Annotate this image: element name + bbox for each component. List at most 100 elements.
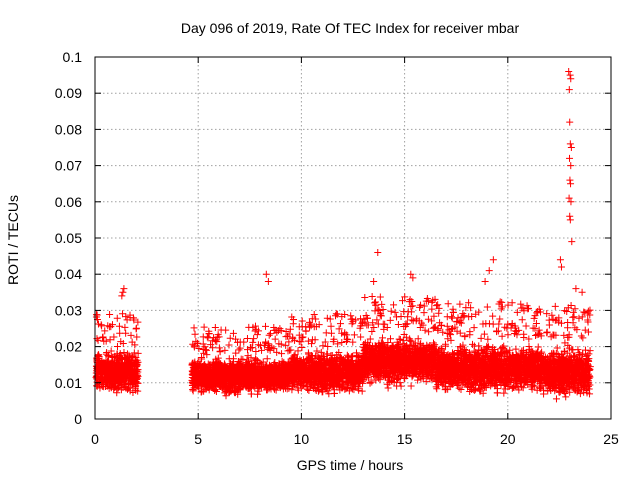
data-point [92, 373, 100, 381]
data-point [270, 323, 278, 331]
data-point [407, 308, 415, 316]
data-point [96, 368, 104, 376]
data-point [243, 356, 251, 364]
data-point [106, 311, 114, 319]
data-point [376, 293, 384, 301]
data-point [106, 336, 114, 344]
data-point [226, 334, 234, 342]
data-point [336, 320, 344, 328]
data-point [289, 333, 297, 341]
data-point [229, 329, 237, 337]
data-point [378, 300, 386, 308]
data-point [127, 365, 135, 373]
data-point [273, 328, 281, 336]
data-point [118, 354, 126, 362]
data-point [117, 378, 125, 386]
data-point [397, 382, 405, 390]
data-point [107, 359, 115, 367]
data-point [201, 343, 209, 351]
data-point [192, 337, 200, 345]
data-point [262, 322, 270, 330]
data-point [361, 294, 369, 302]
data-point [107, 347, 115, 355]
data-point [368, 327, 376, 335]
data-point [115, 322, 123, 330]
data-point [221, 389, 229, 397]
data-point [263, 355, 271, 363]
data-point [390, 301, 398, 309]
data-point [483, 303, 491, 311]
data-point [350, 331, 358, 339]
data-point [404, 313, 412, 321]
data-point [112, 366, 120, 374]
data-point [134, 318, 142, 326]
data-point [407, 382, 415, 390]
data-point [104, 358, 112, 366]
data-point [128, 338, 136, 346]
data-point [133, 333, 141, 341]
data-point [102, 337, 110, 345]
data-point [366, 379, 374, 387]
data-point [247, 390, 255, 398]
data-point [252, 356, 260, 364]
data-point [484, 335, 492, 343]
data-point [127, 331, 135, 339]
data-points [92, 67, 594, 403]
data-point [104, 322, 112, 330]
data-point [278, 350, 286, 358]
data-point [468, 340, 476, 348]
data-point [113, 350, 121, 358]
data-point [287, 346, 295, 354]
data-point [124, 385, 132, 393]
data-point [245, 323, 253, 331]
data-point [235, 346, 243, 354]
data-point [130, 316, 138, 324]
data-point [216, 348, 224, 356]
data-point [240, 338, 248, 346]
data-point [124, 384, 132, 392]
data-point [134, 368, 142, 376]
data-point [120, 349, 128, 357]
data-point [128, 352, 136, 360]
data-point [258, 346, 266, 354]
data-point [117, 338, 125, 346]
data-point [378, 334, 386, 342]
data-point [104, 352, 112, 360]
data-point [283, 332, 291, 340]
data-point [127, 357, 135, 365]
data-point [282, 341, 290, 349]
data-point [93, 354, 101, 362]
data-point [266, 330, 274, 338]
data-point [250, 335, 258, 343]
data-point [489, 312, 497, 320]
data-point [310, 311, 318, 319]
data-point [504, 320, 512, 328]
data-point [130, 370, 138, 378]
data-point [232, 349, 240, 357]
data-point [225, 341, 233, 349]
data-point [92, 313, 100, 321]
data-point [386, 316, 394, 324]
data-point [122, 313, 130, 321]
data-point [133, 359, 141, 367]
data-point [121, 323, 129, 331]
data-point [101, 327, 109, 335]
data-point [131, 383, 139, 391]
data-point [190, 324, 198, 332]
data-point [107, 323, 115, 331]
data-point [132, 353, 140, 361]
data-point [119, 367, 127, 375]
data-point [106, 376, 114, 384]
data-point [313, 347, 321, 355]
data-point [110, 383, 118, 391]
data-point [123, 358, 131, 366]
data-point [211, 323, 219, 331]
data-point [225, 355, 233, 363]
data-point [119, 310, 127, 318]
data-point [99, 334, 107, 342]
data-point [285, 338, 293, 346]
data-point [368, 292, 376, 300]
data-point [534, 343, 542, 351]
data-point [307, 322, 315, 330]
data-point [105, 384, 113, 392]
